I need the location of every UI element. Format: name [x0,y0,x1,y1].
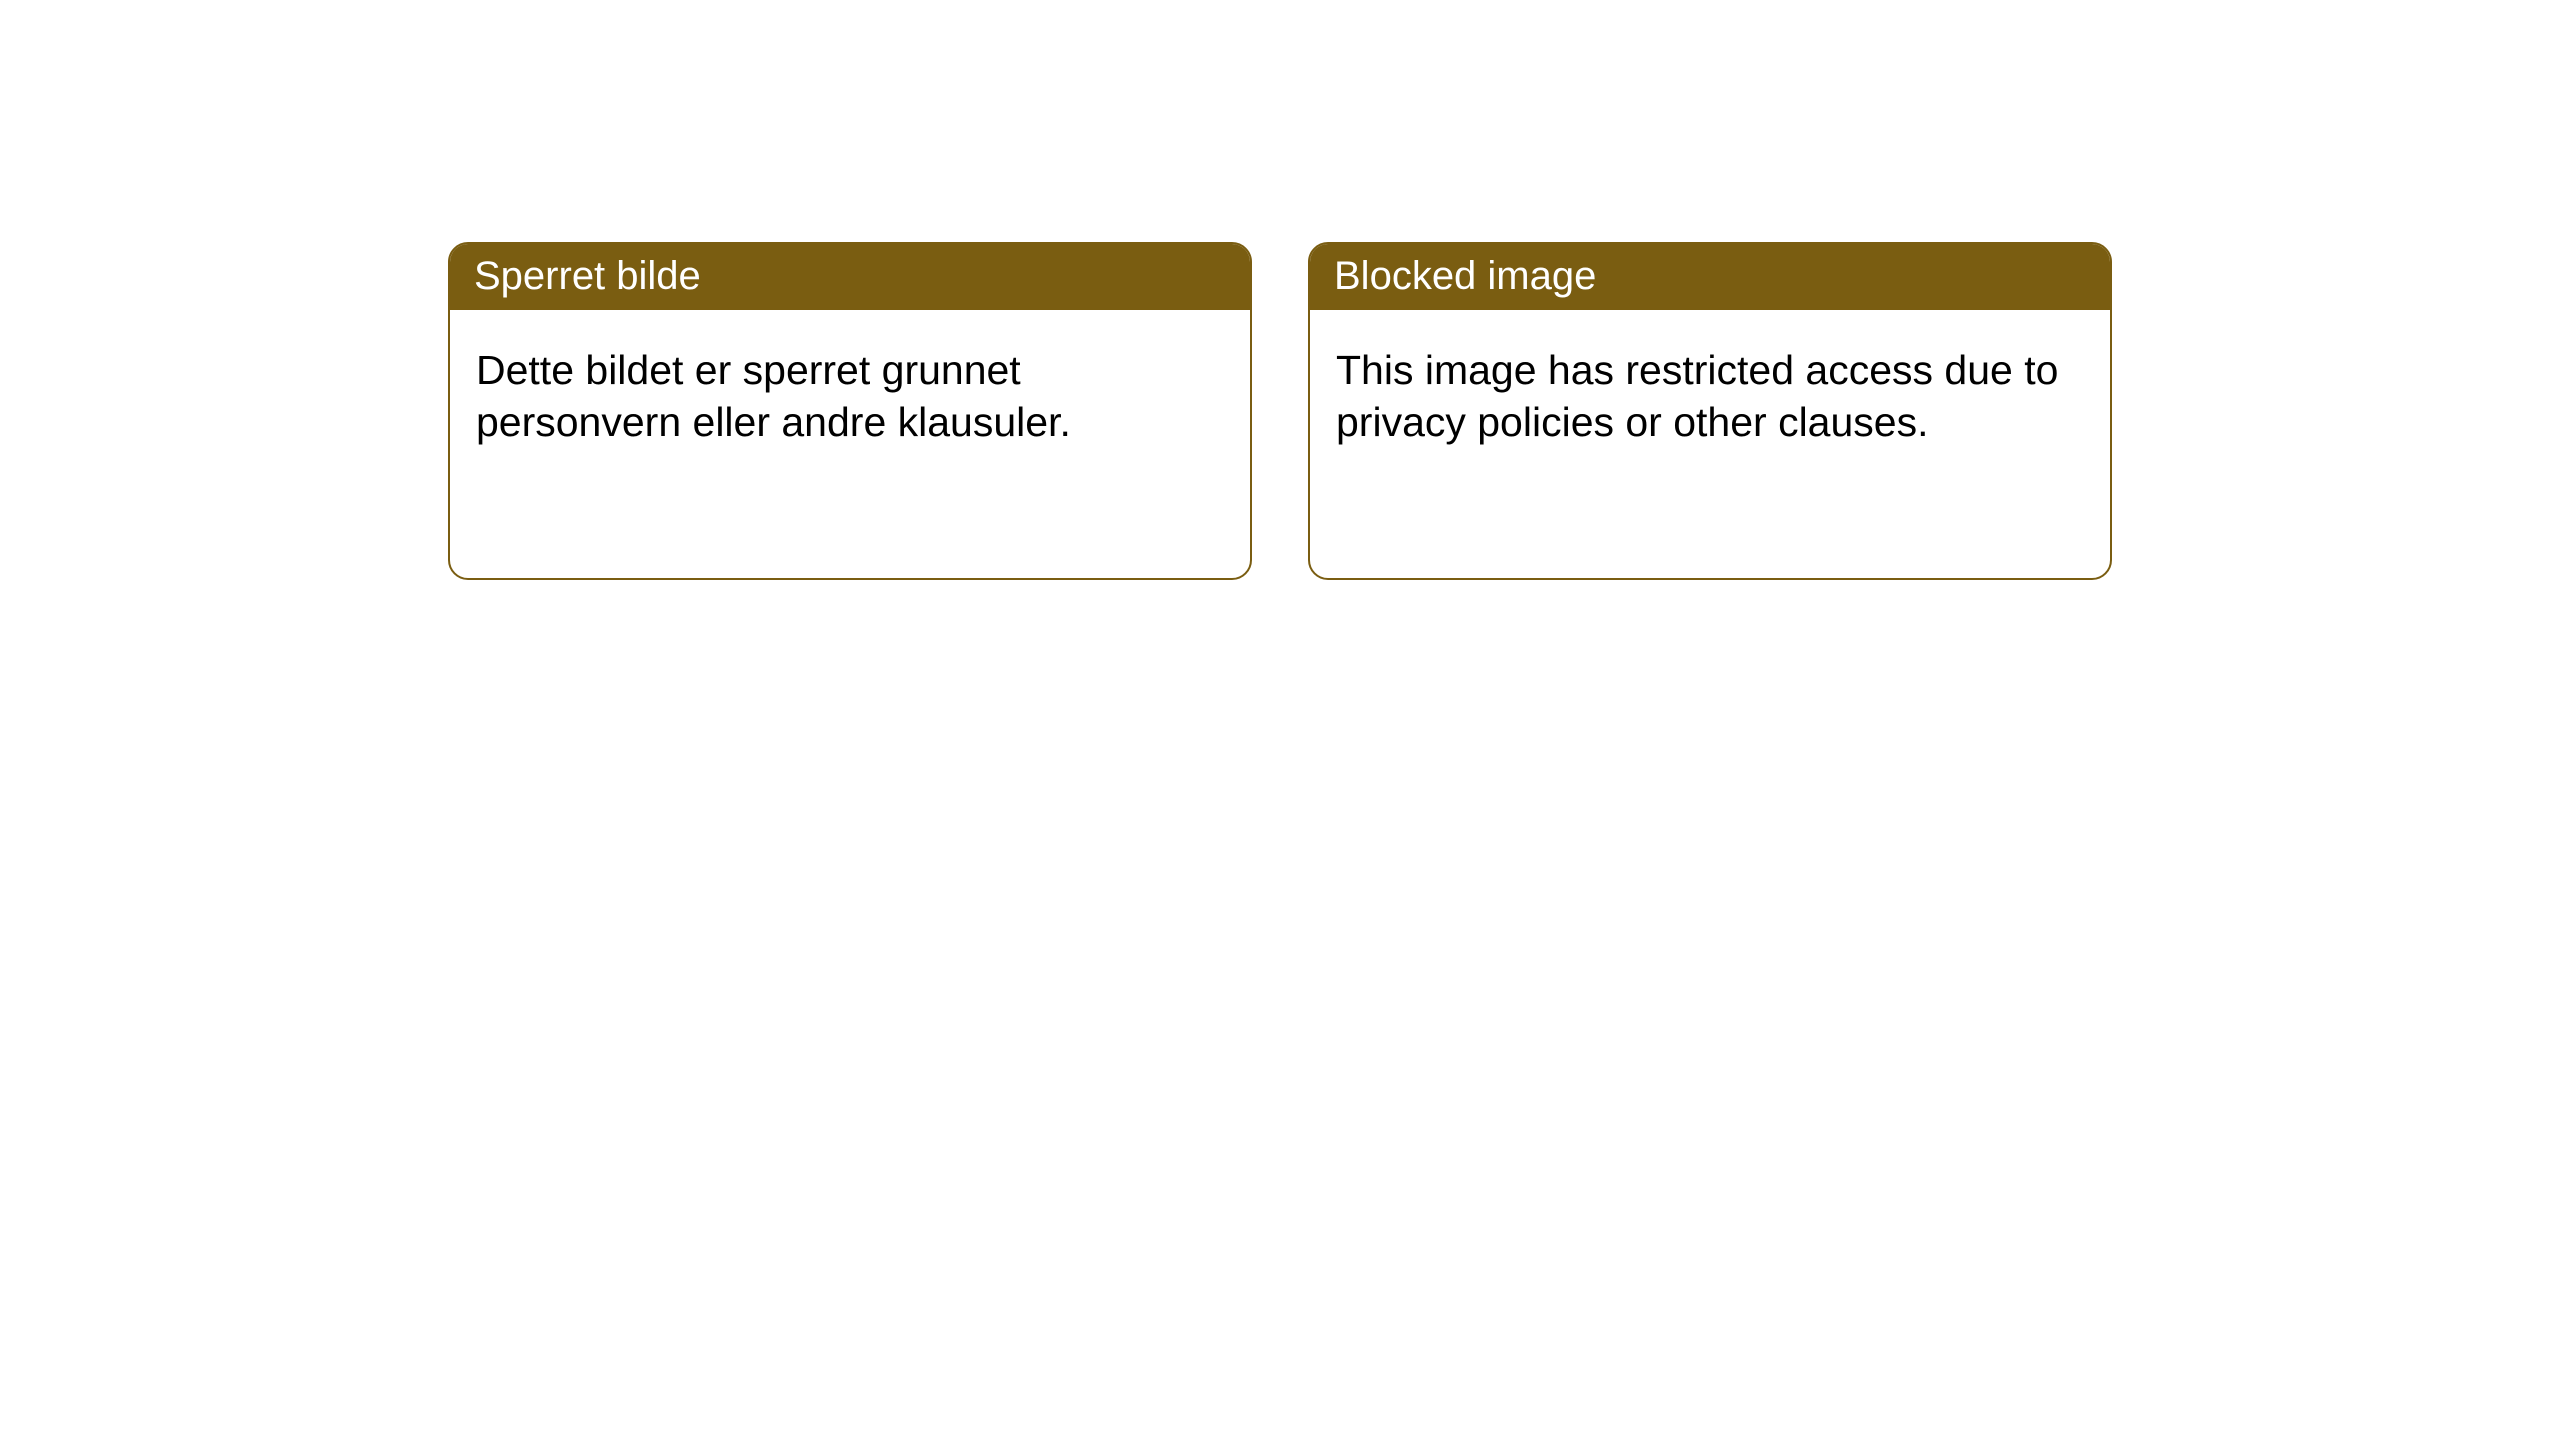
card-norwegian: Sperret bilde Dette bildet er sperret gr… [448,242,1252,580]
card-english: Blocked image This image has restricted … [1308,242,2112,580]
card-body: Dette bildet er sperret grunnet personve… [450,310,1250,483]
card-header: Blocked image [1310,244,2110,310]
card-header: Sperret bilde [450,244,1250,310]
cards-container: Sperret bilde Dette bildet er sperret gr… [0,0,2560,580]
card-body-text: This image has restricted access due to … [1336,347,2058,445]
card-body-text: Dette bildet er sperret grunnet personve… [476,347,1071,445]
card-body: This image has restricted access due to … [1310,310,2110,483]
card-title: Blocked image [1334,254,1596,298]
card-title: Sperret bilde [474,254,701,298]
